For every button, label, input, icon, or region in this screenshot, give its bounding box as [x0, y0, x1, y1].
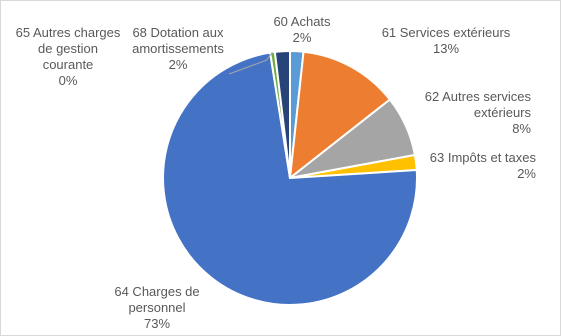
label-dotation-amortissements: 68 Dotation aux amortissements 2%	[132, 25, 224, 72]
label-impots-taxes: 63 Impôts et taxes 2%	[429, 150, 536, 181]
label-autres-services-exterieurs: 62 Autres services extérieurs 8%	[424, 89, 531, 136]
pie-slice-1	[289, 50, 391, 179]
label-achats: 60 Achats 2%	[273, 14, 331, 45]
leader-line	[228, 51, 273, 75]
label-charges-personnel: 64 Charges de personnel 73%	[114, 284, 200, 331]
label-autres-charges-gestion: 65 Autres charges de gestion courante 0%	[15, 25, 121, 88]
pie-slice-6	[273, 49, 291, 179]
label-services-exterieurs: 61 Services extérieurs 13%	[381, 25, 511, 56]
